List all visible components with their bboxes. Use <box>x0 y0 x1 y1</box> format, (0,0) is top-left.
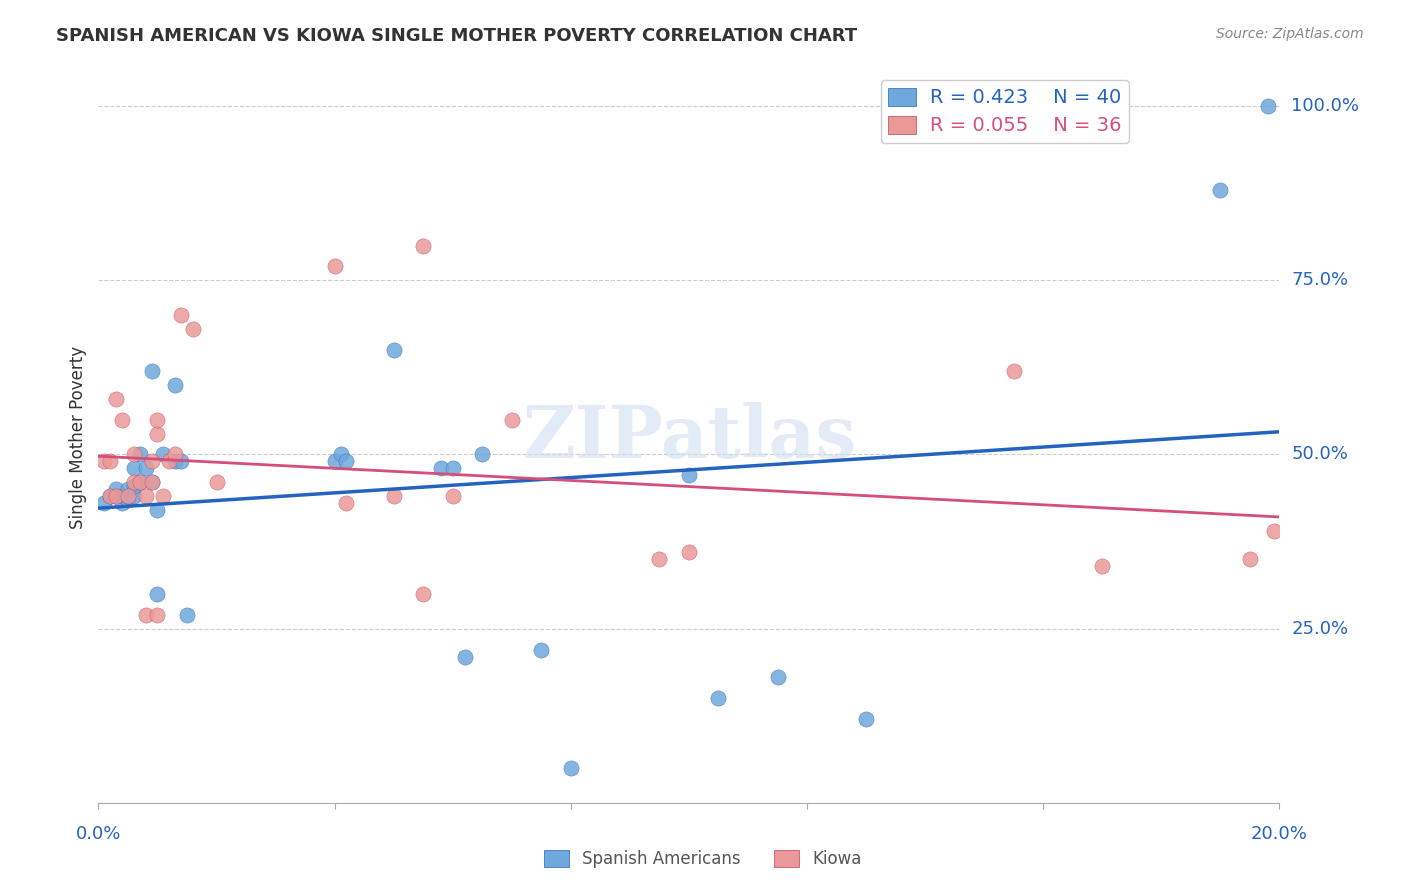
Point <box>471 448 494 462</box>
Point <box>170 454 193 468</box>
Point <box>111 412 134 426</box>
Point <box>117 483 139 497</box>
Legend: R = 0.423    N = 40, R = 0.055    N = 36: R = 0.423 N = 40, R = 0.055 N = 36 <box>882 80 1129 143</box>
Point <box>176 607 198 622</box>
Point <box>205 475 228 490</box>
Point <box>152 448 174 462</box>
Point <box>98 454 121 468</box>
Point <box>707 691 730 706</box>
Point <box>648 552 671 566</box>
Point <box>128 448 150 462</box>
Point <box>855 712 877 726</box>
Point <box>323 260 346 274</box>
Point <box>323 454 346 468</box>
Point <box>93 454 115 468</box>
Point <box>122 479 145 493</box>
Point <box>1209 183 1232 197</box>
Point <box>335 454 357 468</box>
Point <box>1257 99 1279 113</box>
Point <box>501 412 523 426</box>
Point <box>170 308 193 322</box>
Point <box>98 489 121 503</box>
Point <box>678 468 700 483</box>
Point <box>122 475 145 490</box>
Point <box>530 642 553 657</box>
Point <box>105 483 128 497</box>
Point <box>141 454 163 468</box>
Point <box>152 489 174 503</box>
Point <box>165 448 187 462</box>
Point <box>412 587 434 601</box>
Point <box>111 496 134 510</box>
Point <box>122 448 145 462</box>
Point <box>135 489 157 503</box>
Point <box>141 364 163 378</box>
Point <box>146 607 169 622</box>
Point <box>165 454 187 468</box>
Point <box>111 489 134 503</box>
Point <box>122 461 145 475</box>
Point <box>157 454 180 468</box>
Point <box>382 489 405 503</box>
Text: 0.0%: 0.0% <box>76 825 121 843</box>
Point <box>117 489 139 503</box>
Point <box>441 489 464 503</box>
Point <box>146 412 169 426</box>
Point <box>1091 558 1114 573</box>
Point <box>165 377 187 392</box>
Point <box>141 475 163 490</box>
Point <box>453 649 475 664</box>
Point <box>105 392 128 406</box>
Legend: Spanish Americans, Kiowa: Spanish Americans, Kiowa <box>537 843 869 875</box>
Point <box>146 503 169 517</box>
Point <box>105 489 128 503</box>
Point <box>128 475 150 490</box>
Point <box>117 492 139 507</box>
Text: 75.0%: 75.0% <box>1291 271 1348 289</box>
Point <box>128 475 150 490</box>
Point <box>105 489 128 503</box>
Point <box>181 322 204 336</box>
Text: 20.0%: 20.0% <box>1251 825 1308 843</box>
Point <box>766 670 789 684</box>
Point <box>146 426 169 441</box>
Point <box>1239 552 1261 566</box>
Point <box>117 489 139 503</box>
Point <box>98 489 121 503</box>
Point <box>93 496 115 510</box>
Text: Source: ZipAtlas.com: Source: ZipAtlas.com <box>1216 27 1364 41</box>
Point <box>335 496 357 510</box>
Point <box>135 461 157 475</box>
Text: 50.0%: 50.0% <box>1291 445 1348 464</box>
Point <box>430 461 453 475</box>
Text: ZIPatlas: ZIPatlas <box>522 401 856 473</box>
Point <box>141 475 163 490</box>
Text: SPANISH AMERICAN VS KIOWA SINGLE MOTHER POVERTY CORRELATION CHART: SPANISH AMERICAN VS KIOWA SINGLE MOTHER … <box>56 27 858 45</box>
Point <box>1263 524 1285 538</box>
Text: 25.0%: 25.0% <box>1291 620 1348 638</box>
Point <box>441 461 464 475</box>
Point <box>382 343 405 357</box>
Point <box>1002 364 1025 378</box>
Point <box>135 607 157 622</box>
Point <box>329 448 352 462</box>
Point <box>560 761 582 775</box>
Point <box>678 545 700 559</box>
Point <box>122 489 145 503</box>
Y-axis label: Single Mother Poverty: Single Mother Poverty <box>69 345 87 529</box>
Point <box>146 587 169 601</box>
Point <box>412 238 434 252</box>
Text: 100.0%: 100.0% <box>1291 97 1360 115</box>
